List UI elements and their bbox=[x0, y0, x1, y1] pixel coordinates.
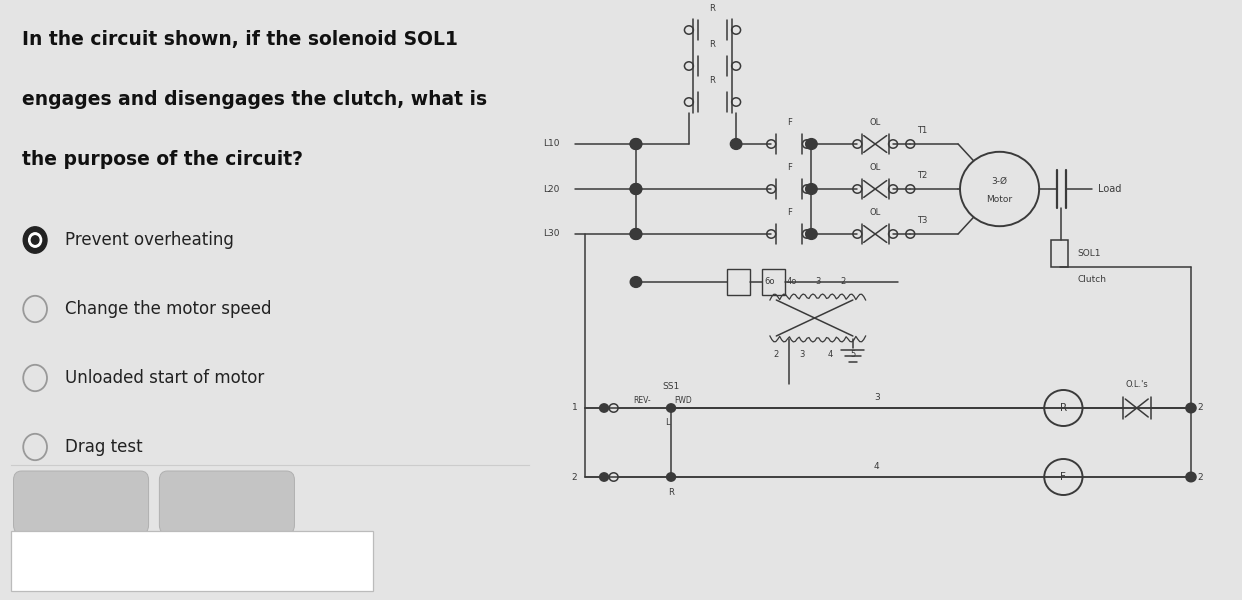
Text: Drag test: Drag test bbox=[65, 438, 143, 456]
Text: 2: 2 bbox=[1197, 473, 1203, 481]
Text: R: R bbox=[709, 4, 715, 13]
Text: 4: 4 bbox=[828, 350, 833, 359]
Text: Motor: Motor bbox=[986, 194, 1012, 204]
Text: L20: L20 bbox=[544, 185, 560, 193]
Circle shape bbox=[806, 229, 817, 239]
Text: F: F bbox=[786, 163, 791, 172]
Circle shape bbox=[806, 139, 817, 149]
Circle shape bbox=[600, 404, 609, 412]
Text: REV-: REV- bbox=[633, 396, 651, 406]
Text: OL: OL bbox=[869, 118, 881, 127]
Text: ▼: ▼ bbox=[358, 556, 366, 566]
Text: Reset: Reset bbox=[205, 494, 248, 510]
Circle shape bbox=[600, 473, 609, 481]
Circle shape bbox=[630, 184, 642, 194]
Text: OL: OL bbox=[869, 163, 881, 172]
Text: T3: T3 bbox=[917, 216, 927, 225]
Text: 4: 4 bbox=[874, 462, 879, 471]
Circle shape bbox=[630, 139, 642, 149]
Text: In the circuit shown, if the solenoid SOL1: In the circuit shown, if the solenoid SO… bbox=[21, 30, 457, 49]
Text: 3: 3 bbox=[799, 350, 805, 359]
Text: 2: 2 bbox=[841, 277, 846, 286]
Text: R: R bbox=[668, 488, 674, 497]
Text: R: R bbox=[709, 76, 715, 85]
Text: T2: T2 bbox=[917, 171, 927, 180]
Text: SS1: SS1 bbox=[662, 382, 679, 391]
FancyBboxPatch shape bbox=[11, 531, 373, 591]
Circle shape bbox=[630, 229, 642, 239]
Text: Clutch: Clutch bbox=[1077, 275, 1107, 283]
Text: engages and disengages the clutch, what is: engages and disengages the clutch, what … bbox=[21, 90, 487, 109]
Text: OL: OL bbox=[869, 208, 881, 217]
Text: L30: L30 bbox=[544, 229, 560, 238]
Text: 3-Ø: 3-Ø bbox=[991, 176, 1007, 186]
Text: L10: L10 bbox=[544, 139, 560, 148]
Text: Change the motor speed: Change the motor speed bbox=[65, 300, 271, 318]
Text: 2: 2 bbox=[1197, 403, 1203, 413]
Circle shape bbox=[630, 184, 642, 194]
Text: R: R bbox=[709, 40, 715, 49]
Circle shape bbox=[667, 473, 676, 481]
Text: R: R bbox=[1059, 403, 1067, 413]
Text: L: L bbox=[666, 418, 671, 427]
Text: SOL1: SOL1 bbox=[1077, 250, 1100, 258]
Text: F: F bbox=[786, 118, 791, 127]
Text: 2: 2 bbox=[774, 350, 779, 359]
Text: 1: 1 bbox=[571, 403, 578, 413]
Text: Prevent overheating: Prevent overheating bbox=[65, 231, 233, 249]
Bar bbox=[727, 269, 749, 295]
Text: Load: Load bbox=[1098, 184, 1122, 194]
Circle shape bbox=[31, 236, 39, 244]
Text: FWD: FWD bbox=[674, 396, 692, 406]
Circle shape bbox=[24, 227, 47, 253]
Circle shape bbox=[630, 277, 642, 287]
Text: Flag: Flag bbox=[65, 494, 97, 510]
Text: the purpose of the circuit?: the purpose of the circuit? bbox=[21, 150, 303, 169]
Text: 6o: 6o bbox=[765, 277, 775, 286]
Circle shape bbox=[1186, 472, 1196, 482]
Circle shape bbox=[29, 233, 41, 247]
Text: Reference Formulas: Reference Formulas bbox=[43, 553, 189, 569]
Text: Unloaded start of motor: Unloaded start of motor bbox=[65, 369, 265, 387]
Text: T1: T1 bbox=[917, 126, 927, 135]
Bar bbox=[761, 269, 785, 295]
FancyBboxPatch shape bbox=[159, 471, 294, 534]
Text: 4o: 4o bbox=[787, 277, 797, 286]
Circle shape bbox=[1186, 403, 1196, 413]
Circle shape bbox=[630, 139, 642, 149]
Circle shape bbox=[667, 404, 676, 412]
Circle shape bbox=[806, 184, 817, 194]
Text: 3: 3 bbox=[874, 393, 879, 402]
Text: 2: 2 bbox=[571, 473, 578, 481]
FancyBboxPatch shape bbox=[14, 471, 149, 534]
Circle shape bbox=[730, 139, 741, 149]
Circle shape bbox=[630, 229, 642, 239]
Text: F: F bbox=[786, 208, 791, 217]
Text: F: F bbox=[1061, 472, 1067, 482]
Bar bbox=[1051, 240, 1068, 267]
Text: 3: 3 bbox=[815, 277, 821, 286]
Text: 5: 5 bbox=[851, 350, 856, 359]
Text: O.L.'s: O.L.'s bbox=[1125, 380, 1148, 389]
